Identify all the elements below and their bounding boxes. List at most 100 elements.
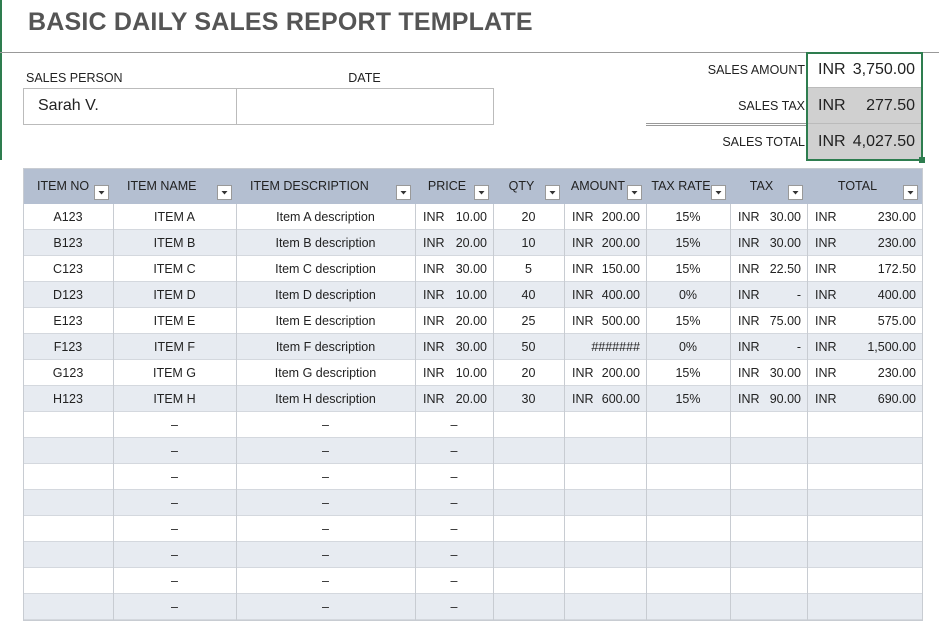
cell-currency: INR	[815, 340, 837, 354]
table-row	[23, 204, 922, 230]
filter-arrow	[221, 191, 228, 195]
cell: –	[450, 444, 458, 458]
filter-button[interactable]	[788, 185, 803, 200]
date-box[interactable]	[236, 88, 494, 125]
cell: –	[450, 496, 458, 510]
cell-amount: 10.00	[455, 288, 487, 302]
summary-value: 277.50	[866, 97, 915, 114]
summary-value: 4,027.50	[852, 133, 915, 150]
cell: B123	[53, 236, 83, 250]
filter-button[interactable]	[627, 185, 642, 200]
summary-box	[807, 88, 922, 124]
cell: –	[450, 548, 458, 562]
selection-handle	[919, 157, 925, 163]
cell-amount: 10.00	[455, 210, 487, 224]
cell: –	[322, 444, 329, 458]
cell: E123	[53, 314, 83, 328]
column-divider	[564, 204, 565, 620]
summary-label: SALES TOTAL	[722, 135, 805, 149]
cell: –	[450, 574, 458, 588]
cell: Item G description	[274, 366, 377, 380]
cell-currency: INR	[815, 366, 837, 380]
cell-currency: INR	[423, 288, 445, 302]
cell-amount: 690.00	[877, 392, 916, 406]
column-header: TAX	[749, 179, 774, 193]
table-row	[23, 412, 922, 438]
cell-amount: 150.00	[601, 262, 640, 276]
cell: 15%	[675, 210, 701, 224]
filter-arrow	[715, 191, 722, 195]
cell-currency: INR	[423, 262, 445, 276]
cell: ITEM H	[153, 392, 196, 406]
column-divider	[646, 204, 647, 620]
cell: 15%	[675, 366, 701, 380]
cell-currency: INR	[738, 340, 760, 354]
filter-button[interactable]	[474, 185, 489, 200]
table-row	[23, 386, 922, 412]
cell: –	[450, 600, 458, 614]
cell-amount: 230.00	[877, 236, 916, 250]
filter-button[interactable]	[217, 185, 232, 200]
cell-amount: 22.50	[769, 262, 801, 276]
cell: C123	[53, 262, 83, 276]
filter-button[interactable]	[396, 185, 411, 200]
table-row	[23, 516, 922, 542]
cell-amount: 230.00	[877, 210, 916, 224]
cell-amount: 30.00	[769, 366, 801, 380]
summary-value: 3,750.00	[852, 61, 915, 78]
filter-arrow	[400, 191, 407, 195]
cell-currency: INR	[815, 314, 837, 328]
filter-button[interactable]	[711, 185, 726, 200]
cell: 15%	[675, 392, 701, 406]
filter-button[interactable]	[903, 185, 918, 200]
selection-border	[806, 52, 923, 161]
cell: –	[171, 444, 178, 458]
table-row	[23, 282, 922, 308]
cell-amount: 20.00	[455, 236, 487, 250]
cell-currency: INR	[423, 210, 445, 224]
cell: –	[171, 548, 178, 562]
cell: –	[171, 574, 178, 588]
cell: –	[322, 496, 329, 510]
cell-amount: 20.00	[455, 314, 487, 328]
cell-amount: 30.00	[455, 262, 487, 276]
cell: D123	[53, 288, 83, 302]
cell: –	[171, 418, 178, 432]
cell-amount: 90.00	[769, 392, 801, 406]
cell: 5	[525, 262, 532, 276]
cell-amount: 200.00	[601, 236, 640, 250]
cell: 0%	[678, 340, 698, 354]
cell-amount: 30.00	[769, 236, 801, 250]
table-row	[23, 334, 922, 360]
cell-currency: INR	[815, 288, 837, 302]
cell: A123	[53, 210, 83, 224]
cell: ITEM D	[153, 288, 196, 302]
cell-amount: 200.00	[601, 366, 640, 380]
cell-amount: -	[796, 288, 801, 302]
cell: Item H description	[275, 392, 376, 406]
cell: #######	[591, 340, 640, 354]
cell-amount: 10.00	[455, 366, 487, 380]
cell-amount: 400.00	[877, 288, 916, 302]
cell-currency: INR	[738, 366, 760, 380]
table-row	[23, 308, 922, 334]
cell-currency: INR	[423, 314, 445, 328]
cell: ITEM A	[154, 210, 195, 224]
date-label: DATE	[348, 71, 381, 85]
cell: ITEM C	[153, 262, 196, 276]
column-header: TAX RATE	[651, 179, 711, 193]
cell: Item C description	[275, 262, 376, 276]
cell: Item E description	[275, 314, 376, 328]
filter-arrow	[792, 191, 799, 195]
column-divider	[415, 204, 416, 620]
cell-amount: 400.00	[601, 288, 640, 302]
cell-amount: 20.00	[455, 392, 487, 406]
filter-button[interactable]	[94, 185, 109, 200]
summary-label: SALES TAX	[738, 99, 805, 113]
filter-button[interactable]	[545, 185, 560, 200]
cell-currency: INR	[572, 210, 594, 224]
left-border	[0, 0, 2, 160]
table-row	[23, 568, 922, 594]
sales-person-box[interactable]: Sarah V.	[23, 88, 237, 125]
cell: Item D description	[275, 288, 376, 302]
